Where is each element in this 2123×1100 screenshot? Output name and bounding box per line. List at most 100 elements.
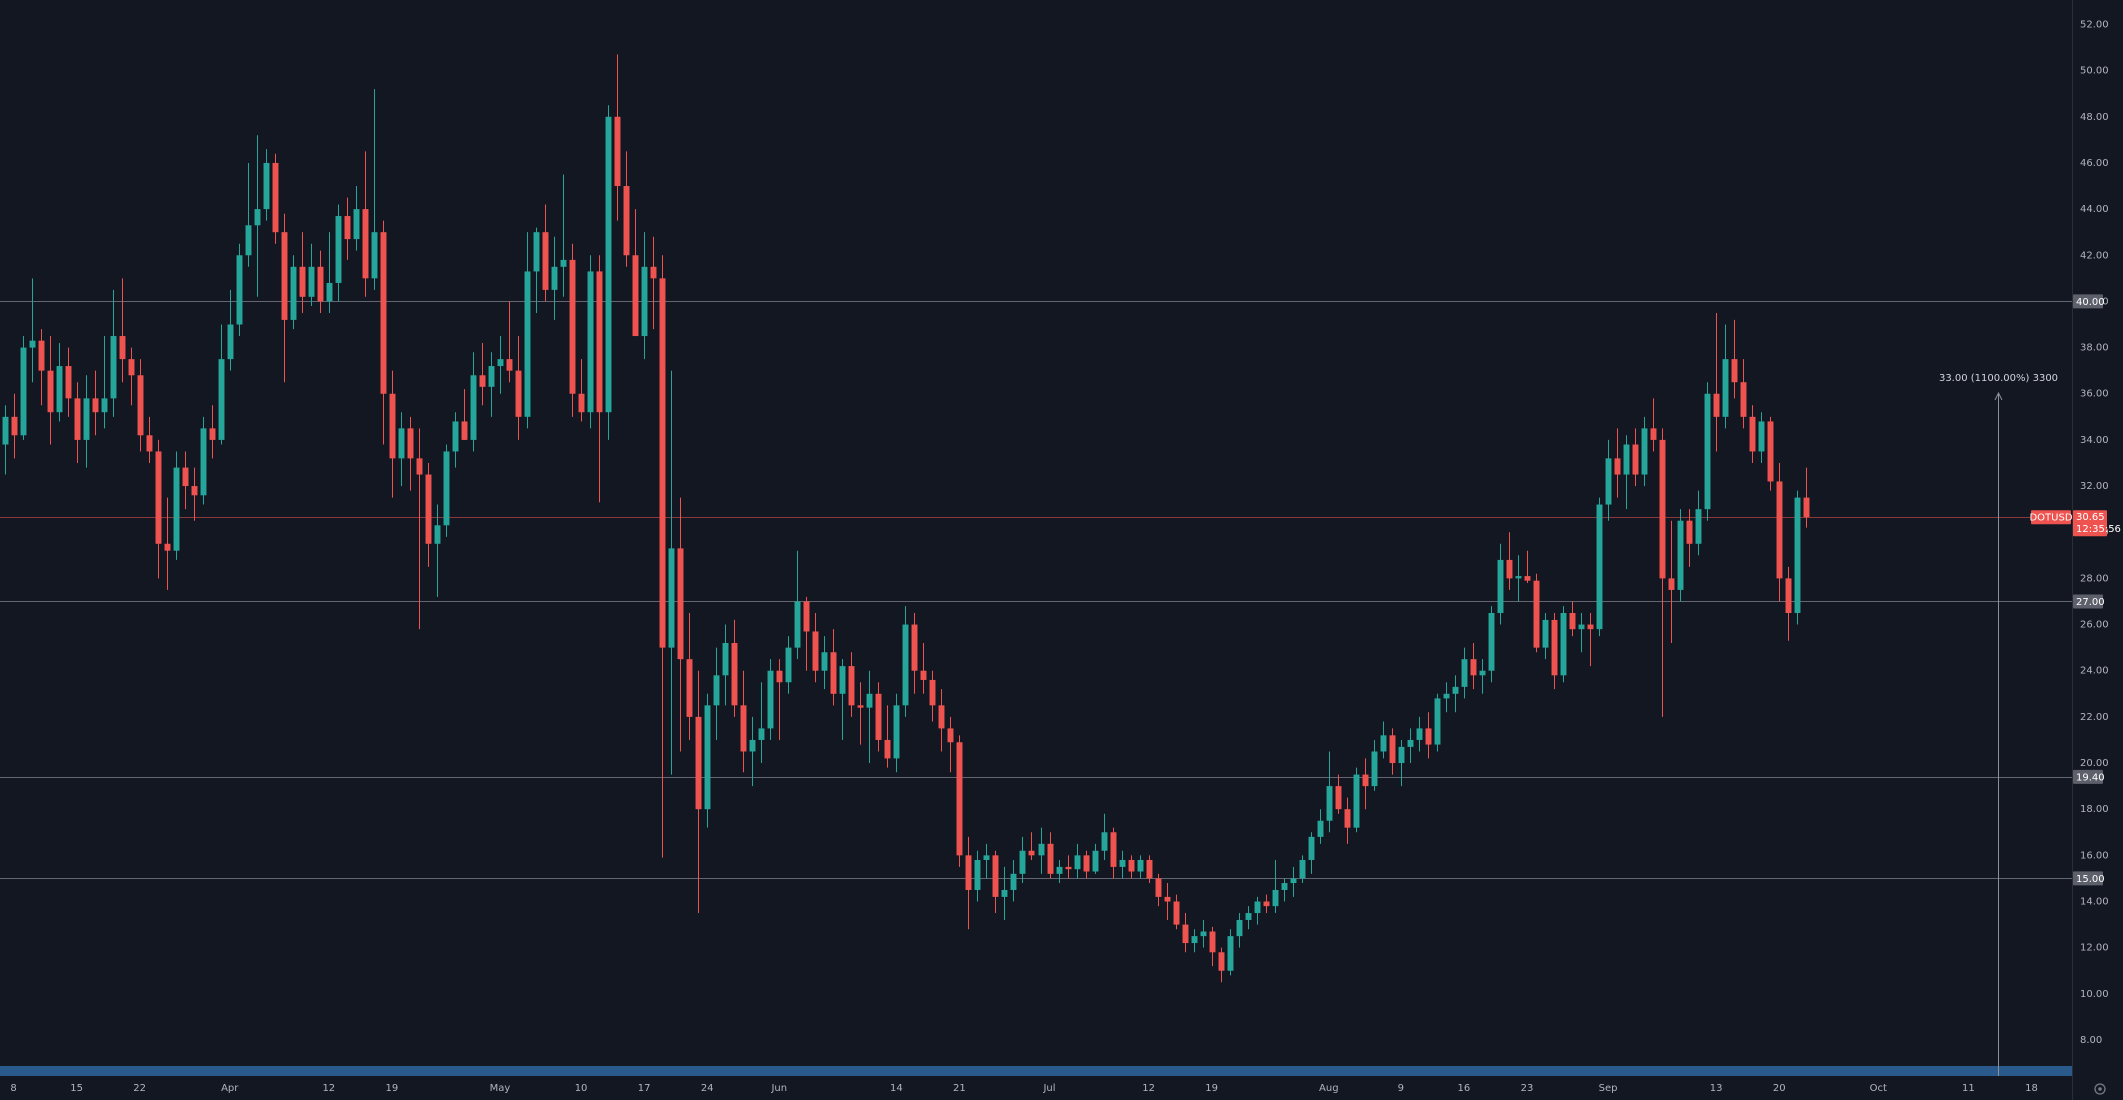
candle-body: [1146, 859, 1153, 879]
candle-body: [470, 375, 477, 440]
y-tick-label: 24.00: [2080, 666, 2109, 677]
y-tick-label: 48.00: [2080, 112, 2109, 123]
candle-body: [56, 366, 63, 413]
last-price-box: [2073, 510, 2107, 537]
candle-body: [614, 116, 621, 187]
candle-body: [1083, 855, 1090, 872]
candle-body: [1569, 613, 1576, 630]
level-label: 27.00: [2076, 597, 2105, 608]
candle-body: [407, 428, 414, 459]
candle-body: [1110, 832, 1117, 867]
candle-body: [1614, 458, 1621, 475]
candle-body: [875, 693, 882, 740]
candle-body: [443, 451, 450, 526]
candle-body: [182, 467, 189, 487]
candle-body: [1272, 889, 1279, 907]
settings-icon[interactable]: [2094, 1083, 2106, 1095]
x-tick-label: 12: [1142, 1083, 1155, 1094]
y-tick-label: 32.00: [2080, 481, 2109, 492]
candle-body: [1218, 952, 1225, 971]
candle-body: [1398, 746, 1405, 764]
candle-body: [578, 393, 585, 413]
symbol-label: DOTUSD: [2029, 513, 2072, 524]
candle-body: [1092, 850, 1099, 872]
candle-body: [668, 548, 675, 648]
x-tick-label: Apr: [221, 1083, 239, 1094]
candle-body: [1578, 624, 1585, 630]
candle-body: [1695, 509, 1702, 544]
candle-body: [11, 416, 18, 436]
candle-body: [1380, 735, 1387, 752]
candle-body: [569, 259, 576, 394]
candle-body: [1443, 693, 1450, 699]
candle-body: [821, 652, 828, 671]
candle-body: [605, 116, 612, 413]
candle-body: [560, 259, 567, 267]
x-tick-label: 12: [322, 1083, 335, 1094]
candle-body: [1551, 619, 1558, 676]
level-label-box: [2073, 594, 2103, 609]
candle-body: [1650, 428, 1657, 440]
y-tick-label: 38.00: [2080, 343, 2109, 354]
candle-body: [1164, 896, 1171, 902]
x-tick-label: 15: [70, 1083, 83, 1094]
candle-body: [749, 739, 756, 752]
bottom-band: [0, 1066, 2072, 1076]
candle-body: [686, 659, 693, 717]
candle-body: [434, 525, 441, 544]
candle-body: [38, 340, 45, 371]
candle-body: [1470, 659, 1477, 676]
measure-arrowhead: [1994, 391, 2003, 401]
candle-body: [1001, 889, 1008, 897]
candle-body: [650, 266, 657, 279]
settings-gear[interactable]: [2094, 1083, 2106, 1095]
y-tick-label: 22.00: [2080, 712, 2109, 723]
candle-body: [1803, 497, 1810, 518]
x-tick-label: Jul: [1042, 1083, 1055, 1094]
y-tick-label: 52.00: [2080, 19, 2109, 30]
candle-body: [1596, 504, 1603, 630]
candle-body: [1542, 619, 1549, 648]
candle-body: [1047, 843, 1054, 874]
candle-body: [128, 359, 135, 376]
x-tick-label: 13: [1710, 1083, 1723, 1094]
countdown-label: 12:35:56: [2076, 524, 2121, 535]
y-tick-label: 44.00: [2080, 204, 2109, 215]
candle-body: [1335, 786, 1342, 810]
level-label-box: [2073, 294, 2103, 309]
candle-body: [1056, 866, 1063, 874]
level-label: 15.00: [2076, 874, 2105, 885]
candle-body: [1290, 878, 1297, 884]
x-tick-label: 22: [133, 1083, 146, 1094]
candle-body: [173, 467, 180, 551]
candle-body: [281, 232, 288, 320]
level-label-box: [2073, 871, 2103, 886]
candle-body: [1506, 559, 1513, 579]
candle-body: [1326, 786, 1333, 821]
candle-body: [767, 670, 774, 729]
candle-body: [1191, 936, 1198, 944]
candle-body: [1209, 931, 1216, 953]
candle-body: [1245, 913, 1252, 920]
candle-body: [947, 728, 954, 743]
candle-body: [353, 209, 360, 240]
candle-body: [299, 266, 306, 297]
candle-body: [1128, 859, 1135, 872]
candle-body: [587, 271, 594, 413]
candle-body: [1767, 421, 1774, 482]
candle-body: [1776, 481, 1783, 579]
x-tick-label: 23: [1521, 1083, 1534, 1094]
y-tick-label: 18.00: [2080, 804, 2109, 815]
candle-body: [983, 855, 990, 860]
candle-body: [1254, 901, 1261, 914]
candle-body: [803, 601, 810, 632]
candle-body: [1533, 580, 1540, 648]
candle-body: [776, 670, 783, 683]
candle-body: [731, 643, 738, 706]
candle-body: [551, 266, 558, 290]
candle-body: [632, 255, 639, 337]
y-tick-label: 16.00: [2080, 850, 2109, 861]
settings-gear-center[interactable]: [2098, 1087, 2102, 1091]
